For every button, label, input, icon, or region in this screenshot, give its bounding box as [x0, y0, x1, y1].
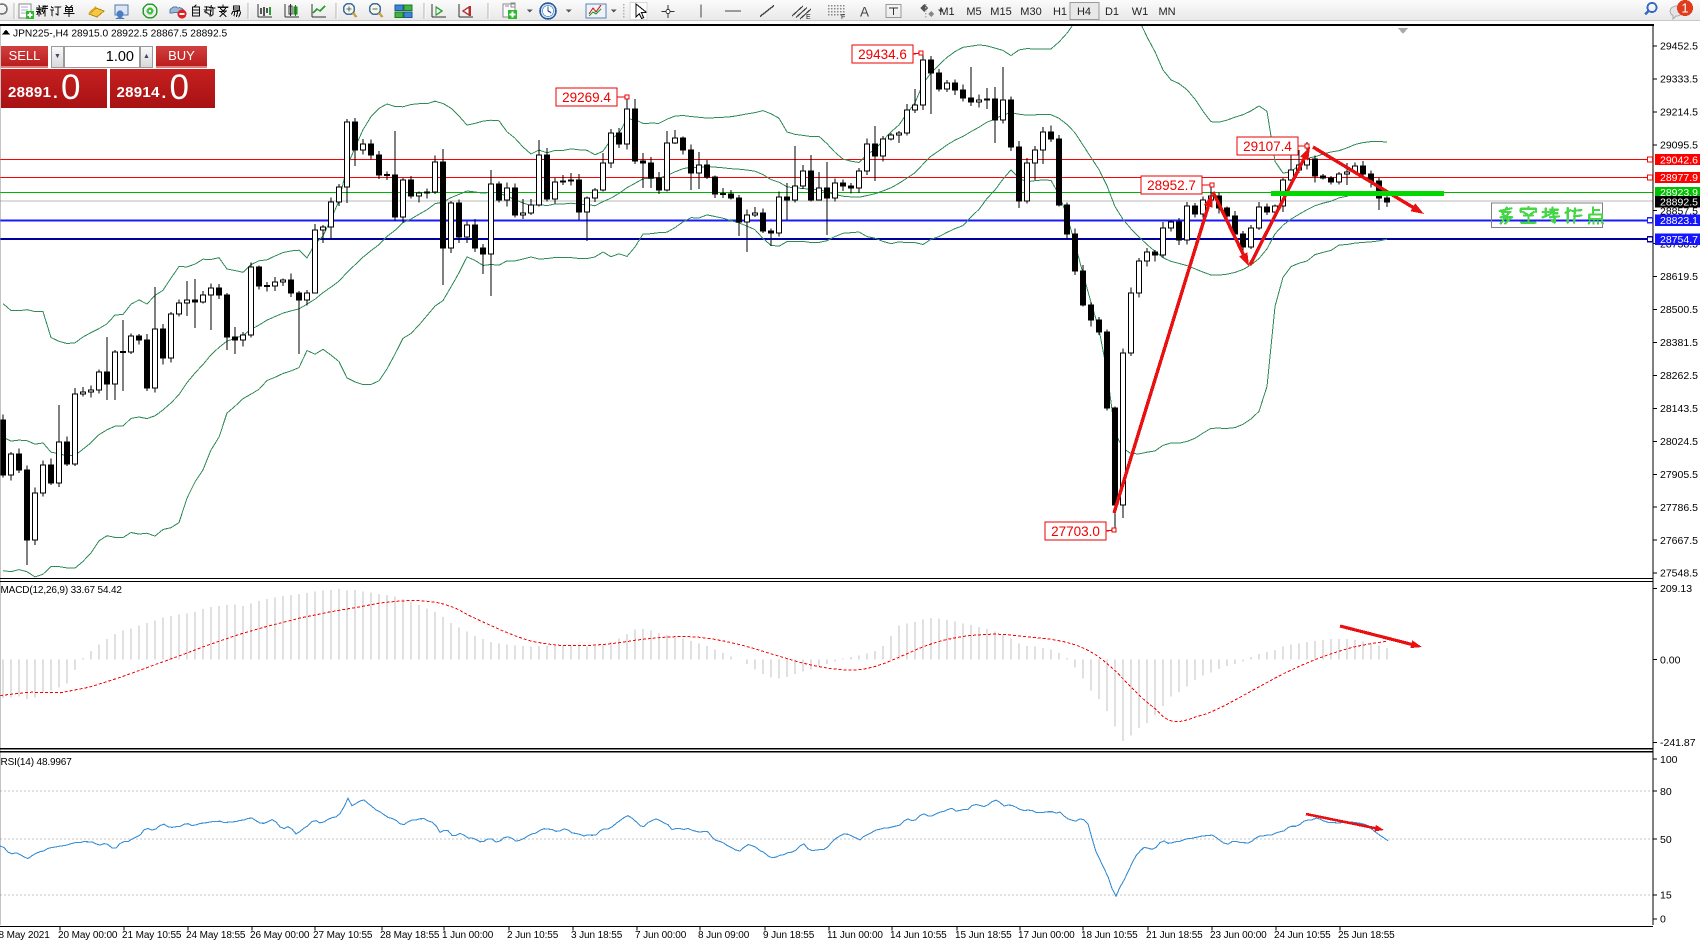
- svg-text:28977.9: 28977.9: [1660, 172, 1698, 184]
- svg-text:H1: H1: [1053, 6, 1067, 18]
- svg-text:28857.5: 28857.5: [1660, 205, 1698, 217]
- svg-text:209.13: 209.13: [1660, 583, 1692, 595]
- svg-text:-241.87: -241.87: [1660, 737, 1696, 749]
- svg-text:27786.5: 27786.5: [1660, 502, 1698, 514]
- svg-text:50: 50: [1660, 834, 1672, 846]
- svg-text:E: E: [806, 14, 811, 21]
- svg-text:2 Jun 10:55: 2 Jun 10:55: [507, 930, 559, 941]
- svg-text:29214.5: 29214.5: [1660, 107, 1698, 119]
- svg-text:17 Jun 00:00: 17 Jun 00:00: [1018, 930, 1075, 941]
- svg-text:14 Jun 10:55: 14 Jun 10:55: [890, 930, 947, 941]
- svg-text:F: F: [841, 14, 845, 21]
- svg-text:28952.7: 28952.7: [1147, 178, 1196, 193]
- svg-text:0.00: 0.00: [1660, 654, 1681, 666]
- svg-text:15: 15: [1660, 890, 1672, 902]
- svg-text:M1: M1: [939, 6, 954, 18]
- svg-text:21 May 10:55: 21 May 10:55: [122, 930, 182, 941]
- svg-text:29042.6: 29042.6: [1660, 154, 1698, 166]
- svg-text:100: 100: [1660, 754, 1678, 766]
- svg-text:29452.5: 29452.5: [1660, 41, 1698, 53]
- svg-text:20 May 00:00: 20 May 00:00: [58, 930, 118, 941]
- svg-text:28892.5: 28892.5: [1660, 196, 1698, 208]
- svg-text:28619.5: 28619.5: [1660, 271, 1698, 283]
- svg-text:24 Jun 10:55: 24 Jun 10:55: [1274, 930, 1331, 941]
- svg-text:15 Jun 18:55: 15 Jun 18:55: [955, 930, 1012, 941]
- svg-text:1 Jun 00:00: 1 Jun 00:00: [442, 930, 494, 941]
- svg-text:H4: H4: [1077, 6, 1091, 18]
- svg-text:27703.0: 27703.0: [1051, 524, 1100, 539]
- svg-text:29434.6: 29434.6: [858, 47, 907, 62]
- svg-text:23 Jun 00:00: 23 Jun 00:00: [1210, 930, 1267, 941]
- svg-text:M15: M15: [990, 6, 1011, 18]
- svg-text:28143.5: 28143.5: [1660, 403, 1698, 415]
- svg-text:28 May 18:55: 28 May 18:55: [380, 930, 440, 941]
- svg-text:24 May 18:55: 24 May 18:55: [186, 930, 246, 941]
- svg-text:29095.5: 29095.5: [1660, 140, 1698, 152]
- svg-text:18 Jun 10:55: 18 Jun 10:55: [1081, 930, 1138, 941]
- svg-text:28024.5: 28024.5: [1660, 436, 1698, 448]
- svg-text:28262.5: 28262.5: [1660, 370, 1698, 382]
- svg-text:8 Jun 09:00: 8 Jun 09:00: [698, 930, 750, 941]
- svg-text:A: A: [860, 5, 869, 20]
- svg-text:JPN225-,H4 28915.0 28922.5 28: JPN225-,H4 28915.0 28922.5 28867.5 28892…: [13, 29, 227, 40]
- svg-text:M30: M30: [1020, 6, 1041, 18]
- svg-text:27667.5: 27667.5: [1660, 535, 1698, 547]
- svg-text:21 Jun 18:55: 21 Jun 18:55: [1146, 930, 1203, 941]
- svg-text:29269.4: 29269.4: [562, 90, 611, 105]
- svg-text:28823.1: 28823.1: [1660, 215, 1698, 227]
- svg-text:3 Jun 18:55: 3 Jun 18:55: [571, 930, 623, 941]
- svg-text:27 May 10:55: 27 May 10:55: [313, 930, 373, 941]
- svg-text:28381.5: 28381.5: [1660, 337, 1698, 349]
- svg-text:18 May 2021: 18 May 2021: [0, 930, 50, 941]
- svg-text:26 May 00:00: 26 May 00:00: [250, 930, 310, 941]
- svg-text:28754.7: 28754.7: [1660, 234, 1698, 246]
- svg-text:29107.4: 29107.4: [1243, 139, 1292, 154]
- svg-text:27548.5: 27548.5: [1660, 568, 1698, 580]
- svg-text:RSI(14) 48.9967: RSI(14) 48.9967: [1, 757, 73, 768]
- svg-text:7 Jun 00:00: 7 Jun 00:00: [635, 930, 687, 941]
- svg-text:D1: D1: [1105, 6, 1119, 18]
- svg-text:M5: M5: [966, 6, 981, 18]
- svg-text:MN: MN: [1158, 6, 1175, 18]
- svg-text:1: 1: [1681, 1, 1688, 16]
- svg-text:0: 0: [1660, 914, 1666, 926]
- svg-text:29333.5: 29333.5: [1660, 74, 1698, 86]
- svg-text:28500.5: 28500.5: [1660, 304, 1698, 316]
- svg-text:9 Jun 18:55: 9 Jun 18:55: [763, 930, 815, 941]
- svg-text:25 Jun 18:55: 25 Jun 18:55: [1338, 930, 1395, 941]
- svg-text:W1: W1: [1132, 6, 1149, 18]
- svg-text:27905.5: 27905.5: [1660, 469, 1698, 481]
- svg-text:80: 80: [1660, 786, 1672, 798]
- svg-text:MACD(12,26,9) 33.67 54.42: MACD(12,26,9) 33.67 54.42: [1, 585, 123, 596]
- svg-text:11 Jun 00:00: 11 Jun 00:00: [827, 930, 883, 941]
